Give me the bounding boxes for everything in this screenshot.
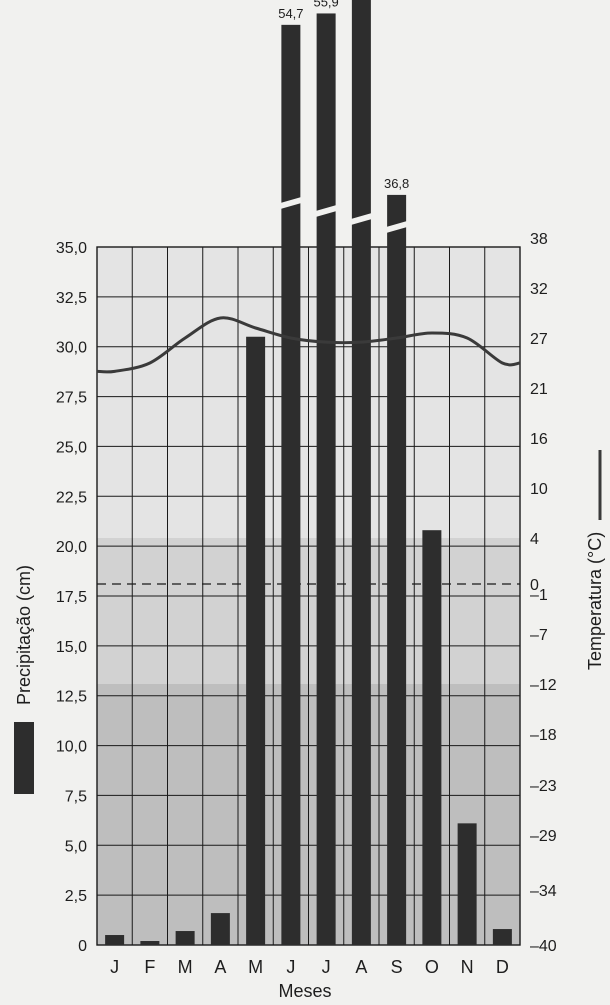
precipitation-bar: [105, 935, 125, 945]
month-label: S: [391, 957, 403, 977]
left-tick-label: 10,0: [56, 739, 87, 756]
bar-value-label: 54,7: [278, 6, 303, 21]
month-label: D: [496, 957, 509, 977]
precipitation-bars: [105, 0, 512, 946]
left-tick-label: 12,5: [56, 689, 87, 706]
precipitation-bar: [246, 336, 266, 945]
temperature-line: [96, 316, 521, 374]
left-tick-label: 2,5: [65, 888, 87, 905]
right-tick-label: –23: [530, 778, 557, 795]
left-tick-label: 0: [78, 938, 87, 955]
right-tick-label: 27: [530, 331, 548, 348]
left-tick-label: 15,0: [56, 639, 87, 656]
month-label: J: [110, 957, 119, 977]
month-label: M: [178, 957, 193, 977]
left-tick-label: 35,0: [56, 240, 87, 257]
bar-value-labels: 54,755,960,236,8: [278, 0, 409, 191]
right-tick-label: –12: [530, 677, 557, 694]
right-tick-label: 21: [530, 381, 548, 398]
precipitation-legend-swatch: [14, 722, 34, 794]
precipitation-bar: [387, 194, 407, 945]
left-axis-ticks: 0 2,5 5,0 7,5 10,0 12,5 15,0 17,5 20,0 22,5 25,0 27…: [56, 240, 87, 955]
right-tick-label: –40: [530, 938, 557, 955]
x-axis-title: Meses: [278, 981, 331, 1001]
right-tick-label: 4: [530, 531, 539, 548]
month-label: F: [144, 957, 155, 977]
left-tick-label: 25,0: [56, 439, 87, 456]
right-tick-label: –18: [530, 727, 557, 744]
precipitation-bar: [422, 530, 442, 945]
left-tick-label: 30,0: [56, 340, 87, 357]
right-tick-label: –1: [530, 587, 548, 604]
bar-break-mark: [280, 197, 302, 209]
precipitation-bar: [457, 823, 477, 945]
right-tick-label: 38: [530, 231, 548, 248]
bar-break-mark: [386, 221, 408, 233]
right-tick-label: –29: [530, 828, 557, 845]
grid-lines: [96, 246, 521, 946]
month-label: M: [248, 957, 263, 977]
right-tick-label: 32: [530, 281, 548, 298]
precipitation-bar: [140, 941, 160, 945]
right-tick-label: –34: [530, 883, 557, 900]
precipitation-bar: [316, 13, 336, 945]
left-tick-label: 27,5: [56, 390, 87, 407]
right-tick-label: –7: [530, 627, 548, 644]
y-axis-right-title: Temperatura (°C): [585, 532, 605, 670]
month-label: O: [425, 957, 439, 977]
plot-frame: [96, 246, 521, 946]
left-tick-label: 5,0: [65, 838, 87, 855]
right-tick-label: 16: [530, 431, 548, 448]
precipitation-bar: [351, 0, 371, 946]
left-tick-label: 7,5: [65, 788, 87, 805]
precipitation-bar: [492, 929, 512, 945]
right-tick-label: 0: [530, 577, 539, 594]
month-label: N: [461, 957, 474, 977]
precipitation-bar: [281, 24, 301, 946]
precipitation-bar: [210, 913, 230, 945]
month-label: A: [355, 957, 367, 977]
precipitation-bar: [175, 931, 195, 945]
month-label: J: [322, 957, 331, 977]
bar-break-mark: [315, 205, 337, 217]
bar-value-label: 55,9: [313, 0, 338, 9]
right-axis-ticks: –40 –34 –29 –23 –18 –12 –7 –10 4 10 16 21 27 32 38: [530, 231, 557, 955]
bar-break-mark: [350, 213, 372, 225]
right-tick-label: 10: [530, 481, 548, 498]
y-axis-left-title: Precipitação (cm): [14, 565, 34, 705]
left-tick-label: 32,5: [56, 290, 87, 307]
month-label: J: [286, 957, 295, 977]
left-tick-label: 22,5: [56, 489, 87, 506]
left-tick-label: 17,5: [56, 589, 87, 606]
month-label: A: [214, 957, 226, 977]
bar-value-label: 36,8: [384, 176, 409, 191]
left-tick-label: 20,0: [56, 539, 87, 556]
